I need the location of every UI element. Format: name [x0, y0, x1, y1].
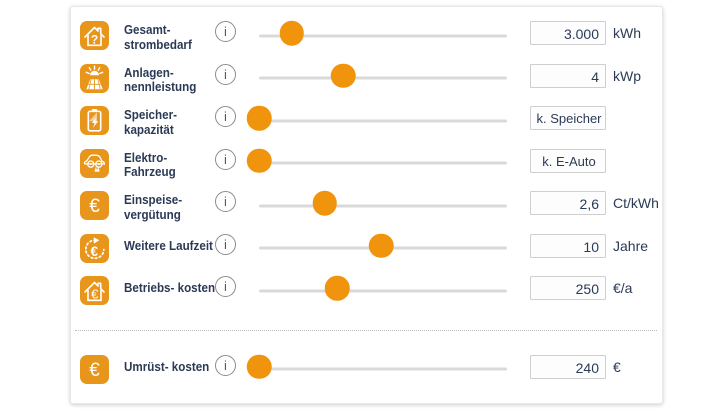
svg-text:?: ?: [91, 33, 98, 47]
svg-text:€: €: [90, 243, 98, 258]
svg-text:€: €: [89, 196, 100, 217]
svg-text:€: €: [91, 287, 99, 302]
svg-text:€: €: [89, 360, 100, 381]
